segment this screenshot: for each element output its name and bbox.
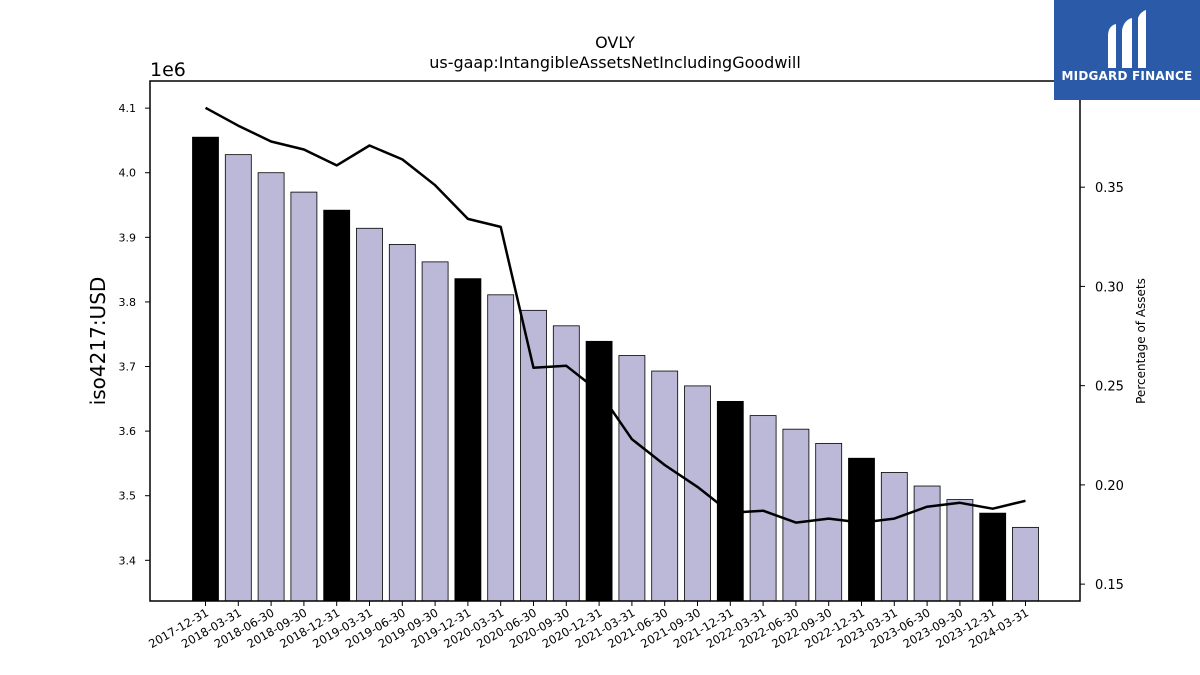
y-tick-label: 3.7 xyxy=(119,361,137,374)
bar xyxy=(618,355,646,602)
y2-axis-label: Percentage of Assets xyxy=(1134,278,1148,404)
percentage-line xyxy=(204,106,1026,524)
bar xyxy=(192,136,219,602)
bar xyxy=(979,512,1007,602)
y-tick-label: 3.5 xyxy=(119,490,137,503)
bar xyxy=(520,309,547,602)
y-tick-label: 3.6 xyxy=(119,425,137,438)
plot-frame xyxy=(149,80,1081,602)
bar xyxy=(454,278,482,602)
logo-text: MIDGARD FINANCE xyxy=(1061,69,1193,83)
bars xyxy=(192,136,1039,602)
chart-subtitle: us-gaap:IntangibleAssetsNetIncludingGood… xyxy=(429,53,801,72)
bar xyxy=(651,370,679,602)
y-tick-label: 4.1 xyxy=(119,102,137,115)
bar xyxy=(716,400,744,602)
bar xyxy=(782,428,810,602)
midgard-logo-icon xyxy=(1108,10,1146,68)
y2-tick-label: 0.30 xyxy=(1095,280,1124,295)
bar xyxy=(848,457,875,602)
y2-tick-label: 0.20 xyxy=(1095,479,1124,494)
percentage-line-layer xyxy=(204,106,1026,524)
bar xyxy=(913,485,941,602)
brand-logo: MIDGARD FINANCE xyxy=(1054,0,1200,100)
y-axis-label: iso4217:USD xyxy=(86,277,110,406)
y-tick-label: 3.4 xyxy=(119,554,137,567)
bar xyxy=(487,294,515,602)
chart-title: OVLY xyxy=(595,33,635,52)
y-offset-label: 1e6 xyxy=(150,59,186,81)
bar xyxy=(880,472,908,602)
bar xyxy=(946,499,974,602)
y-tick-label: 3.9 xyxy=(119,231,137,244)
y-tick-label: 4.0 xyxy=(119,167,137,180)
bar xyxy=(421,261,449,602)
bar xyxy=(356,227,383,602)
bar xyxy=(323,209,351,602)
y2-tick-label: 0.35 xyxy=(1095,181,1124,196)
bar xyxy=(290,191,318,602)
bar xyxy=(224,154,252,602)
bar xyxy=(257,172,285,602)
bar xyxy=(585,340,613,602)
bar xyxy=(388,244,416,602)
y2-tick-label: 0.25 xyxy=(1095,380,1124,395)
bar xyxy=(815,442,843,602)
y-tick-label: 3.8 xyxy=(119,296,137,309)
bar xyxy=(749,415,777,602)
y2-tick-label: 0.15 xyxy=(1095,578,1124,593)
bar xyxy=(1012,526,1039,602)
